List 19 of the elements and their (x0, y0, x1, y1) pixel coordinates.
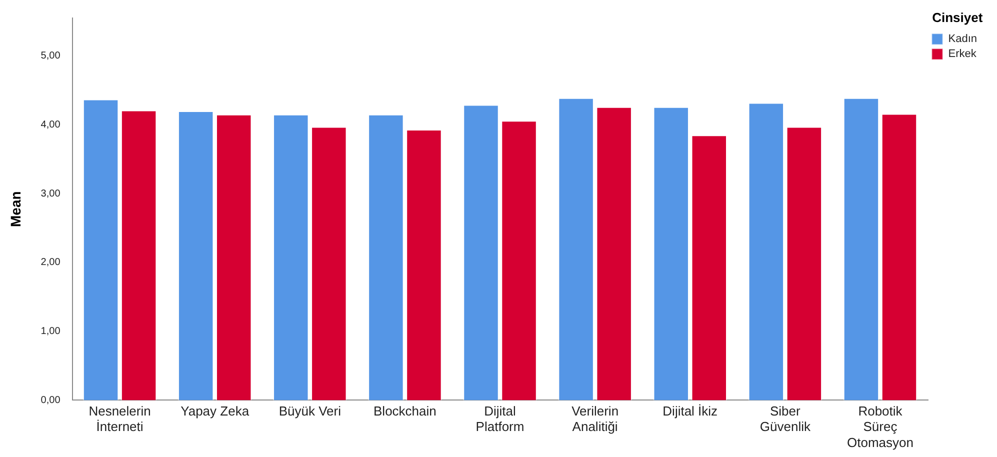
x-tick-label: Verilerin Analitiği (572, 404, 619, 434)
x-tick-label: Dijital Platform (476, 404, 524, 434)
legend-label: Kadın (948, 33, 978, 46)
x-tick-label: Yapay Zeka (180, 404, 250, 419)
x-tick-label: Siber Güvenlik (760, 404, 811, 434)
y-tick-label: 3,00 (40, 188, 61, 200)
y-tick-label: 4,00 (40, 119, 61, 130)
legend-label: Erkek (948, 48, 977, 60)
x-tick-label: Dijital İkiz (662, 404, 718, 419)
y-tick-label: 5,00 (40, 50, 61, 62)
y-tick-label: 2,00 (40, 257, 61, 268)
x-tick-label: Büyük Veri (278, 404, 342, 419)
x-tick-label: Nesnelerin İnterneti (88, 404, 151, 434)
legend-title: Cinsiyet (932, 10, 984, 26)
y-tick-label: 1,00 (40, 326, 61, 338)
x-tick-label: Blockchain (374, 404, 436, 419)
x-tick-label: Robotik Süreç Otomasyon (846, 404, 914, 450)
y-axis-title: Mean (7, 191, 24, 227)
y-tick-label: 0,00 (40, 394, 61, 406)
